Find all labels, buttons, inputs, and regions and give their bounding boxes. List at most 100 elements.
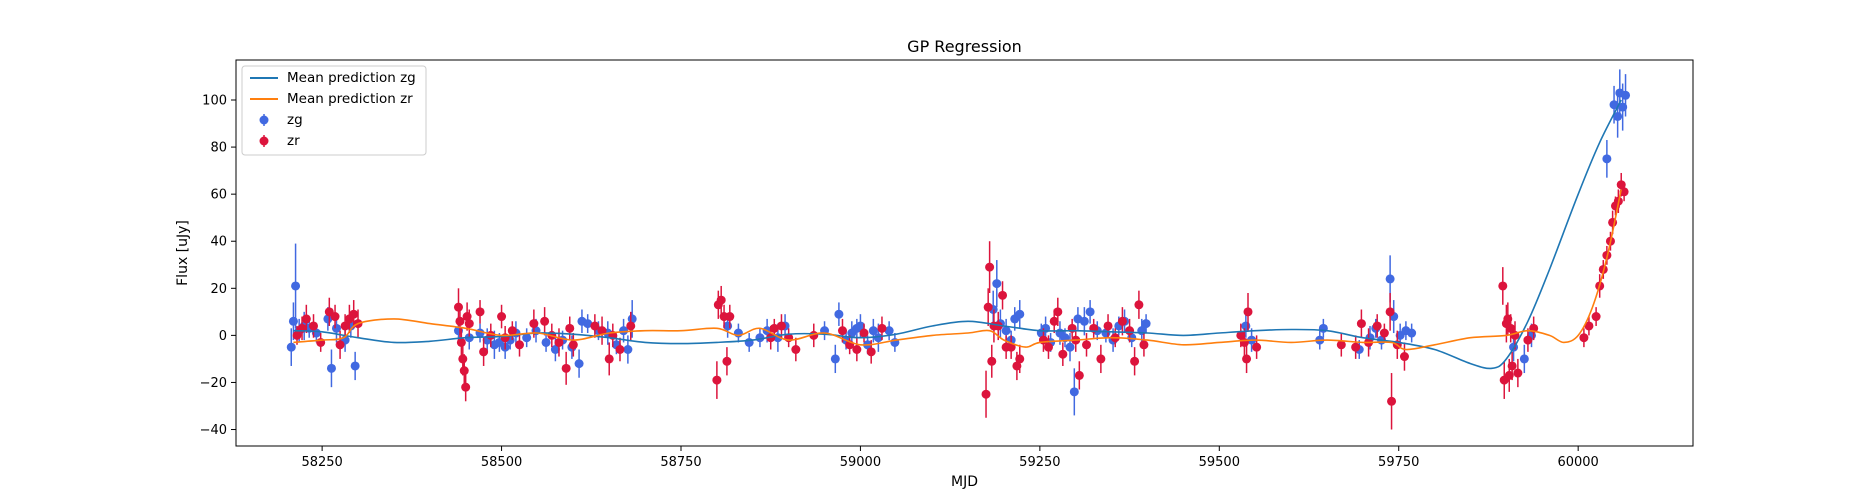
y-tick-label: −20 bbox=[200, 376, 227, 391]
zr-data-point bbox=[615, 345, 625, 354]
zr-data-point bbox=[1236, 330, 1246, 340]
zg-data-point bbox=[619, 326, 629, 336]
zr-data-point bbox=[486, 330, 496, 340]
zr-data-point bbox=[1387, 396, 1397, 406]
zg-data-point bbox=[1407, 328, 1417, 338]
zg-data-point bbox=[1385, 274, 1395, 284]
x-tick-label: 60000 bbox=[1557, 455, 1598, 470]
zr-data-point bbox=[461, 382, 471, 392]
legend-swatch-zg-marker bbox=[259, 115, 269, 125]
zr-data-point bbox=[769, 323, 779, 333]
zg-data-point bbox=[1318, 323, 1328, 333]
zg-data-point bbox=[331, 323, 341, 333]
zr-data-point bbox=[1385, 307, 1395, 317]
zg-data-point bbox=[884, 326, 894, 336]
zg-data-point bbox=[830, 354, 840, 364]
zr-data-point bbox=[507, 326, 517, 336]
zr-data-point bbox=[993, 321, 1003, 331]
y-tick-label: 40 bbox=[210, 235, 227, 250]
zg-data-point bbox=[1069, 387, 1079, 397]
zr-data-point bbox=[590, 321, 600, 331]
x-tick-label: 59500 bbox=[1199, 455, 1240, 470]
zr-data-point bbox=[554, 337, 564, 347]
zg-data-point bbox=[1621, 90, 1631, 100]
zr-data-point bbox=[1243, 307, 1253, 317]
zg-data-point bbox=[583, 319, 593, 329]
zr-data-point bbox=[725, 312, 735, 322]
zr-data-point bbox=[1049, 316, 1059, 326]
zr-data-point bbox=[1356, 319, 1366, 329]
zr-data-point bbox=[561, 363, 571, 373]
zr-data-point bbox=[1507, 361, 1517, 371]
y-tick-label: 20 bbox=[210, 282, 227, 297]
zr-data-point bbox=[497, 312, 507, 322]
y-tick-label: 60 bbox=[210, 188, 227, 203]
zr-data-point bbox=[455, 316, 465, 326]
legend-label-zr-line: Mean prediction zr bbox=[287, 91, 413, 107]
zr-data-point bbox=[983, 302, 993, 312]
zr-data-point bbox=[1523, 335, 1533, 345]
zg-data-point bbox=[855, 321, 865, 331]
zg-data-point bbox=[834, 309, 844, 319]
zr-data-point bbox=[1379, 328, 1389, 338]
zr-data-point bbox=[1074, 370, 1084, 380]
zr-data-point bbox=[309, 321, 319, 331]
zr-data-point bbox=[1117, 316, 1127, 326]
legend-label-zg-points: zg bbox=[287, 112, 303, 128]
zr-data-point bbox=[1082, 340, 1092, 350]
zg-data-point bbox=[1065, 342, 1075, 352]
axes-frame bbox=[235, 59, 1694, 447]
zr-data-point bbox=[1125, 326, 1135, 336]
zg-data-point bbox=[1602, 154, 1612, 164]
zg-data-point bbox=[326, 363, 336, 373]
zr-data-point bbox=[852, 345, 862, 354]
series-zg-points bbox=[286, 69, 1631, 416]
zr-data-point bbox=[985, 262, 995, 272]
zr-data-point bbox=[712, 375, 722, 385]
zr-data-point bbox=[1015, 354, 1025, 364]
series-zr-points bbox=[292, 172, 1629, 430]
zr-data-point bbox=[479, 347, 489, 357]
zg-data-point bbox=[574, 359, 584, 369]
zr-data-point bbox=[453, 302, 463, 312]
y-tick-label: 100 bbox=[202, 94, 227, 109]
y-tick-label: 0 bbox=[219, 329, 227, 344]
zr-data-point bbox=[1584, 321, 1594, 331]
mean-prediction-zr-line bbox=[293, 189, 1622, 351]
zr-data-point bbox=[330, 312, 340, 322]
zr-data-point bbox=[568, 340, 578, 350]
zr-data-point bbox=[1239, 337, 1249, 347]
zg-data-point bbox=[350, 361, 360, 371]
zr-data-point bbox=[540, 316, 550, 326]
zr-data-point bbox=[837, 326, 847, 336]
zg-data-point bbox=[1141, 319, 1151, 329]
zr-data-point bbox=[722, 356, 732, 366]
zg-data-point bbox=[550, 345, 560, 354]
zr-data-point bbox=[1134, 300, 1144, 310]
zr-data-point bbox=[877, 323, 887, 333]
zr-data-point bbox=[1513, 368, 1523, 378]
x-tick-label: 58750 bbox=[660, 455, 701, 470]
zg-data-point bbox=[323, 314, 333, 324]
zg-data-point bbox=[1519, 354, 1529, 364]
zr-data-point bbox=[1399, 352, 1409, 362]
zr-data-point bbox=[981, 389, 991, 399]
zr-data-point bbox=[1130, 356, 1140, 366]
zg-data-point bbox=[744, 337, 754, 347]
zr-data-point bbox=[349, 309, 359, 319]
x-axis-ticks: 58250 58500 58750 59000 59250 59500 59750 60000 bbox=[301, 446, 1599, 470]
zr-data-point bbox=[1252, 342, 1262, 352]
zr-data-point bbox=[1619, 187, 1629, 197]
zr-data-point bbox=[292, 330, 302, 340]
zg-data-point bbox=[992, 279, 1002, 289]
x-axis-label: MJD bbox=[951, 474, 978, 490]
zr-data-point bbox=[565, 323, 575, 333]
zr-data-point bbox=[1579, 333, 1589, 343]
zg-data-point bbox=[1609, 100, 1619, 110]
zr-data-point bbox=[1351, 342, 1361, 352]
mean-prediction-zg-line bbox=[293, 99, 1622, 370]
zg-data-point bbox=[1015, 309, 1025, 319]
zg-data-point bbox=[873, 333, 883, 343]
zr-data-point bbox=[1242, 354, 1252, 364]
zr-data-point bbox=[1043, 342, 1053, 352]
